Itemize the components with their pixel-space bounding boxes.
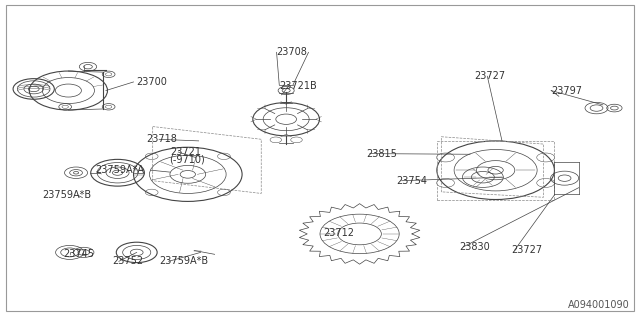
Text: 23830: 23830	[460, 242, 490, 252]
Text: (-9710): (-9710)	[169, 154, 204, 164]
Text: 23708: 23708	[276, 47, 307, 57]
Text: 23721: 23721	[170, 147, 201, 157]
Text: 23745: 23745	[63, 249, 94, 259]
Text: 23721B: 23721B	[279, 81, 317, 91]
Text: 23759A*A: 23759A*A	[95, 165, 144, 175]
Text: 23700: 23700	[137, 77, 168, 87]
Text: 23759A*B: 23759A*B	[159, 256, 208, 266]
Text: 23797: 23797	[551, 85, 582, 96]
Text: 23759A*B: 23759A*B	[42, 190, 92, 200]
Text: 23712: 23712	[323, 228, 354, 238]
Text: 23752: 23752	[113, 256, 143, 266]
Text: 23727: 23727	[511, 245, 543, 255]
Text: 23727: 23727	[474, 71, 506, 81]
Text: 23718: 23718	[147, 134, 177, 144]
Text: 23754: 23754	[397, 176, 428, 186]
Text: 23815: 23815	[366, 148, 397, 159]
Text: A094001090: A094001090	[568, 300, 630, 310]
